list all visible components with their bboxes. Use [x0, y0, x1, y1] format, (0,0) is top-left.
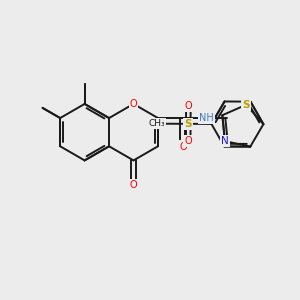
Text: O: O: [184, 101, 192, 111]
Text: NH: NH: [200, 113, 214, 123]
Text: O: O: [130, 99, 137, 109]
Text: O: O: [179, 142, 187, 152]
Text: O: O: [130, 180, 137, 190]
Text: S: S: [184, 119, 192, 129]
Text: S: S: [242, 100, 250, 110]
Text: O: O: [184, 136, 192, 146]
Text: N: N: [221, 136, 229, 146]
Text: CH₃: CH₃: [148, 119, 165, 128]
